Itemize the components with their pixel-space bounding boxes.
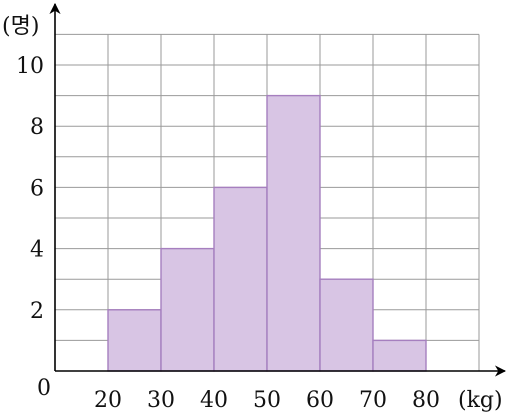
x-axis-label: (kg) <box>458 388 503 413</box>
x-tick-label: 60 <box>306 388 334 413</box>
x-tick-label: 20 <box>94 388 122 413</box>
x-tick-label: 50 <box>253 388 281 413</box>
tick-labels: 20 30 40 50 60 70 80 2 4 6 8 10 <box>16 54 440 413</box>
y-tick-label: 2 <box>30 299 44 324</box>
y-tick-label: 10 <box>16 54 44 79</box>
histogram-bar <box>160 247 215 372</box>
histogram-bar <box>107 309 162 372</box>
y-tick-label: 8 <box>30 115 44 140</box>
x-tick-label: 30 <box>147 388 175 413</box>
x-tick-label: 80 <box>412 388 440 413</box>
axes <box>49 2 507 377</box>
bars <box>107 94 427 372</box>
origin-label: 0 <box>37 376 51 401</box>
y-tick-label: 4 <box>30 238 44 263</box>
histogram-bar <box>213 186 268 372</box>
x-tick-label: 40 <box>200 388 228 413</box>
y-tick-label: 6 <box>30 176 44 201</box>
y-axis-label: (명) <box>2 14 39 39</box>
histogram-bar <box>372 339 427 372</box>
x-tick-label: 70 <box>359 388 387 413</box>
histogram-bar <box>266 94 321 372</box>
histogram-bar <box>319 278 374 372</box>
